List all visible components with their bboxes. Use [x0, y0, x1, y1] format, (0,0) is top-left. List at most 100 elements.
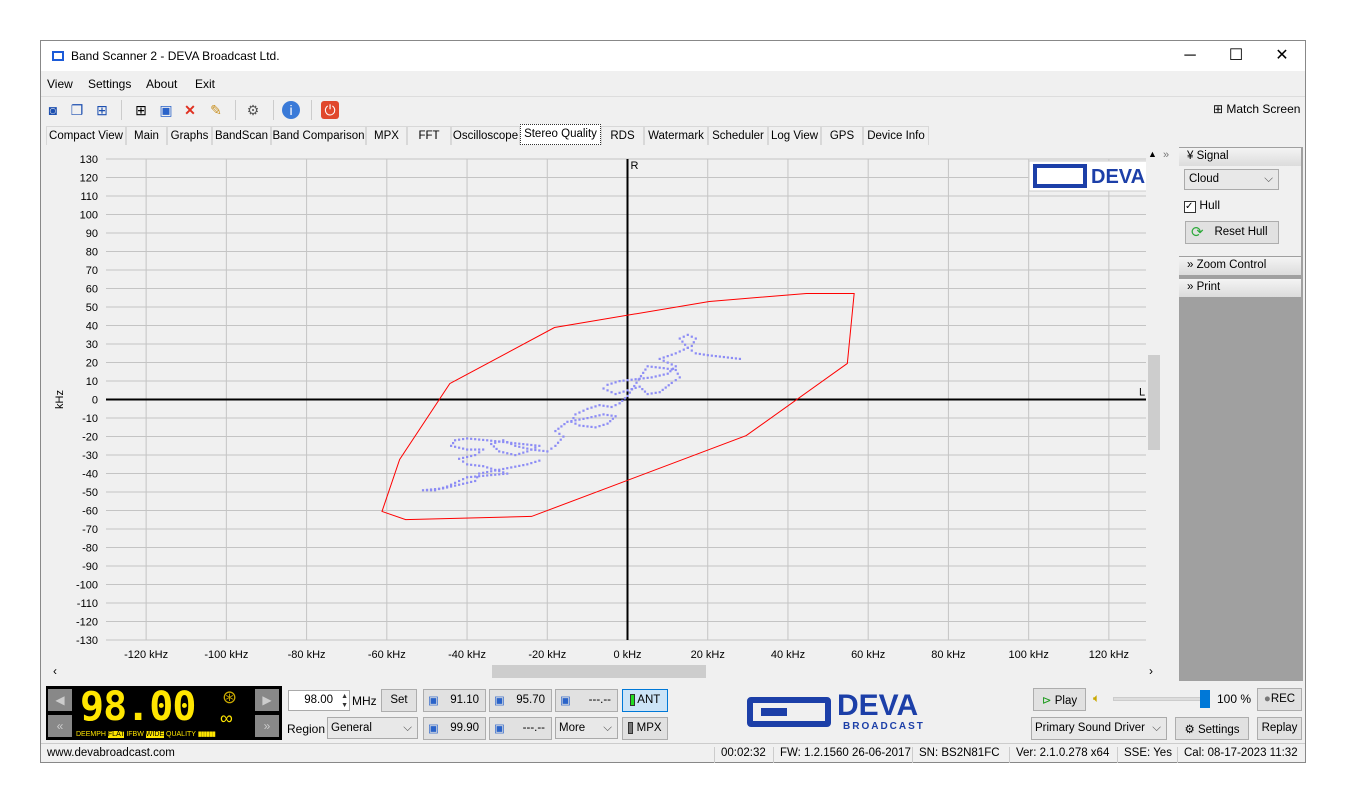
gear-icon[interactable]: ⚙ — [246, 102, 260, 118]
print-section-header[interactable]: » Print — [1179, 279, 1301, 297]
edit-icon[interactable]: ✎ — [210, 102, 222, 118]
audio-settings-button[interactable]: ⚙ Settings — [1175, 717, 1249, 740]
cloud-point — [510, 466, 513, 469]
x-tick-label: 120 kHz — [1089, 649, 1129, 661]
seek-left-button[interactable]: ◀ — [48, 689, 72, 711]
cloud-point — [482, 438, 485, 442]
zoom-control-section-header[interactable]: » Zoom Control — [1179, 257, 1301, 275]
tab-oscilloscope[interactable]: Oscilloscope — [451, 126, 520, 145]
rec-button[interactable]: ●REC — [1257, 688, 1302, 711]
scroll-right-icon[interactable]: › — [1149, 664, 1153, 678]
set-button[interactable]: Set — [381, 689, 417, 712]
info-icon[interactable]: i — [282, 101, 300, 119]
cloud-point — [694, 352, 697, 355]
cloud-point — [462, 482, 465, 485]
x-tick-label: -80 kHz — [288, 649, 326, 661]
cloud-point — [614, 381, 617, 384]
tab-gps[interactable]: GPS — [821, 126, 863, 145]
match-screen-icon: ⊞ — [1213, 102, 1227, 116]
volume-slider[interactable] — [1113, 690, 1210, 708]
ant-button[interactable]: ANT — [622, 689, 668, 712]
preset-button[interactable]: ▣ 91.10 — [423, 689, 486, 712]
cloud-point — [694, 337, 697, 340]
horizontal-scrollbar[interactable]: ‹ › — [49, 663, 1159, 679]
tab-main[interactable]: Main — [126, 126, 167, 145]
menu-settings[interactable]: Settings — [88, 77, 132, 91]
cloud-point — [449, 483, 453, 486]
horizontal-scroll-thumb[interactable] — [492, 665, 706, 678]
signal-section-header[interactable]: ¥ Signal — [1179, 148, 1301, 166]
preset-button[interactable]: ▣ 95.70 — [489, 689, 552, 712]
status-version: Ver: 2.1.0.278 x64 — [1009, 747, 1109, 763]
menu-exit[interactable]: Exit — [195, 77, 216, 91]
tab-fft[interactable]: FFT — [407, 126, 451, 145]
maximize-button[interactable]: ☐ — [1228, 47, 1244, 64]
fast-forward-button[interactable]: » — [255, 715, 279, 737]
tab-rds[interactable]: RDS — [601, 126, 644, 145]
cloud-point — [646, 392, 649, 396]
mpx-label: MPX — [636, 722, 662, 735]
cloud-point — [606, 413, 609, 417]
seek-right-button[interactable]: ▶ — [255, 689, 279, 711]
tab-compact-view[interactable]: Compact View — [46, 126, 126, 145]
cloud-point — [618, 402, 621, 405]
grid-icon[interactable]: ⊞ — [96, 102, 108, 118]
cloud-point — [506, 467, 509, 470]
vertical-scroll-thumb[interactable] — [1148, 355, 1160, 450]
layout-icon[interactable]: ⊞ — [135, 102, 147, 118]
tab-graphs[interactable]: Graphs — [167, 126, 212, 145]
sound-driver-select[interactable]: Primary Sound Driver ⌵ — [1031, 717, 1167, 740]
preset-button[interactable]: ▣ ---.-- — [555, 689, 618, 712]
tab-stereo-quality[interactable]: Stereo Quality — [520, 124, 601, 145]
mpx-button[interactable]: MPX — [622, 717, 668, 740]
preset-button[interactable]: ▣ ---.-- — [489, 717, 552, 740]
menu-view[interactable]: View — [47, 77, 73, 91]
delete-icon[interactable]: ✕ — [184, 102, 196, 118]
match-screen-button[interactable]: ⊞ Match Screen — [1213, 102, 1300, 116]
status-website: www.devabroadcast.com — [47, 747, 175, 759]
fast-back-button[interactable]: « — [48, 715, 72, 737]
cloud-point — [734, 357, 738, 360]
signal-mode-select[interactable]: Cloud ⌵ — [1184, 169, 1279, 190]
tab-mpx[interactable]: MPX — [366, 126, 407, 145]
more-select[interactable]: More ⌵ — [555, 717, 618, 739]
cloud-point — [683, 343, 687, 346]
volume-slider-thumb[interactable] — [1200, 690, 1210, 708]
cloud-point — [494, 473, 497, 476]
cloud-point — [606, 422, 609, 425]
cloud-point — [676, 372, 679, 375]
refresh-icon: ⟳ — [1191, 224, 1204, 241]
close-button[interactable]: ✕ — [1275, 47, 1289, 64]
replay-button[interactable]: Replay — [1257, 717, 1302, 740]
cloud-point — [658, 366, 661, 369]
collapse-panel-icon[interactable]: » — [1163, 149, 1170, 161]
region-select[interactable]: General ⌵ — [327, 717, 418, 739]
windows-icon[interactable]: ❐ — [70, 102, 84, 118]
y-tick-label: -120 — [76, 617, 98, 629]
tab-device-info[interactable]: Device Info — [863, 126, 929, 145]
tab-bandscan[interactable]: BandScan — [212, 126, 271, 145]
frequency-input[interactable]: 98.00 ▲ ▼ — [288, 690, 350, 711]
cloud-point — [623, 397, 627, 400]
preset-button[interactable]: ▣ 99.90 — [423, 717, 486, 740]
spinner-icon[interactable]: ▲ ▼ — [341, 693, 348, 709]
save-icon[interactable]: ▣ — [159, 102, 173, 118]
tab-log-view[interactable]: Log View — [768, 126, 821, 145]
tab-scheduler[interactable]: Scheduler — [708, 126, 768, 145]
cloud-point — [554, 444, 557, 447]
scroll-left-icon[interactable]: ‹ — [53, 664, 57, 678]
reset-hull-button[interactable]: ⟳ Reset Hull — [1185, 221, 1279, 244]
tab-band-comparison[interactable]: Band Comparison — [271, 126, 366, 145]
power-icon[interactable]: ⏻ — [321, 101, 339, 119]
scroll-up-icon[interactable]: ▲ — [1148, 149, 1157, 159]
vertical-scrollbar[interactable]: ▲ ▼ — [1146, 147, 1160, 681]
minimize-button[interactable]: ─ — [1184, 47, 1196, 64]
play-button[interactable]: ⊳ Play — [1033, 688, 1086, 711]
y-tick-label: -30 — [82, 450, 98, 462]
cloud-point — [582, 409, 585, 412]
hull-checkbox[interactable]: ✓ Hull — [1184, 198, 1220, 213]
preset-value: 99.90 — [450, 722, 479, 734]
view-icon[interactable]: ◙ — [48, 102, 58, 118]
menu-about[interactable]: About — [146, 77, 178, 91]
tab-watermark[interactable]: Watermark — [644, 126, 708, 145]
